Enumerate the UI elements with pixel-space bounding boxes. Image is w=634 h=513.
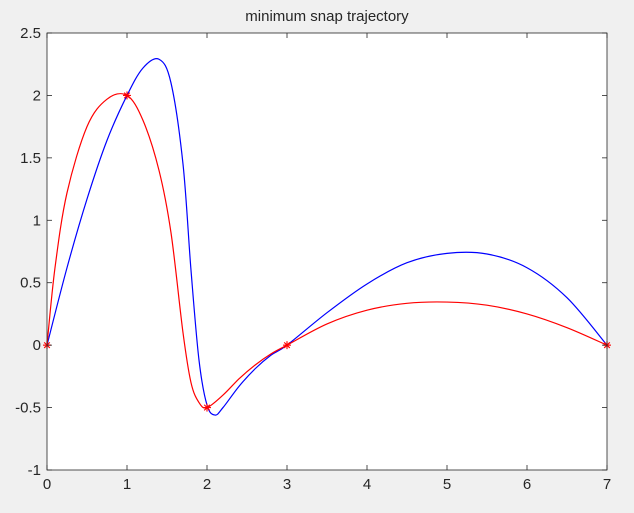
series-line-2	[46, 93, 608, 409]
chart-title: minimum snap trajectory	[245, 8, 409, 25]
waypoint-marker	[283, 341, 291, 350]
y-tick-label: 0	[33, 337, 41, 354]
x-tick-label: 1	[123, 476, 131, 493]
x-tick-label: 7	[603, 476, 611, 493]
y-tick-label: 2	[33, 87, 41, 104]
waypoint-marker	[123, 91, 131, 100]
axes-box	[46, 32, 608, 471]
x-tick-label: 5	[443, 476, 451, 493]
x-tick-label: 0	[43, 476, 51, 493]
y-tick-label: 0.5	[20, 275, 41, 292]
y-tick-label: 2.5	[20, 25, 41, 42]
y-tick-label: -1	[28, 462, 41, 479]
x-tick-label: 4	[363, 476, 371, 493]
y-tick-label: 1	[33, 212, 41, 229]
y-tick-label: -0.5	[15, 400, 41, 417]
x-tick-label: 3	[283, 476, 291, 493]
axes-background	[47, 33, 607, 470]
axis-ticks: 0 1 2 3 4 5 6 7 -1 -0.5 0 0.5 1 1.5 2 2.5	[15, 25, 611, 493]
waypoint-marker	[203, 403, 211, 412]
x-tick-label: 6	[523, 476, 531, 493]
y-tick-label: 1.5	[20, 150, 41, 167]
x-tick-label: 2	[203, 476, 211, 493]
